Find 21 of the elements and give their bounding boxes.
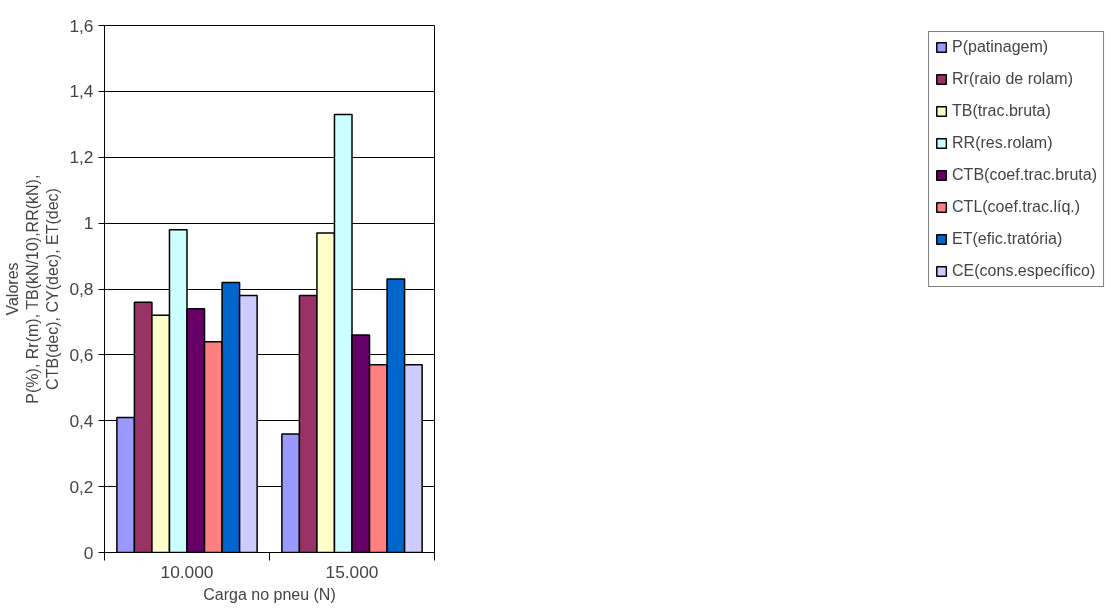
y-tick-label: 0 bbox=[83, 542, 94, 563]
y-tick-label: 1,6 bbox=[69, 15, 94, 36]
y-tick-label: 1 bbox=[83, 213, 94, 234]
y-axis-title: Valores P(%), Rr(m), TB(kN/10),RR(kN), CTB(dec), CY(dec), ET(dec) bbox=[3, 174, 62, 404]
legend-label: TB(trac.bruta) bbox=[952, 102, 1051, 120]
y-tick-label: 0,6 bbox=[69, 344, 94, 365]
y-tick-label: 0,2 bbox=[69, 476, 94, 497]
legend-label: P(patinagem) bbox=[952, 38, 1049, 56]
x-tick-label: 15.000 bbox=[325, 561, 379, 582]
y-tick-label: 1,4 bbox=[69, 81, 94, 102]
y-tick-label: 1,2 bbox=[69, 147, 94, 168]
legend-label: CE(cons.específico) bbox=[952, 262, 1096, 280]
y-tick-label: 0,8 bbox=[69, 279, 94, 299]
legend-label: Rr(raio de rolam) bbox=[952, 70, 1073, 88]
legend-label: RR(res.rolam) bbox=[952, 134, 1053, 152]
legend-label: CTB(coef.trac.bruta) bbox=[952, 166, 1097, 184]
legend-label: CTL(coef.trac.líq.) bbox=[952, 198, 1081, 216]
x-tick-label: 10.000 bbox=[160, 561, 214, 582]
legend-label: ET(efic.tratória) bbox=[952, 230, 1063, 248]
y-tick-label: 0,4 bbox=[69, 410, 94, 431]
x-axis-title: Carga no pneu (N) bbox=[203, 585, 336, 603]
